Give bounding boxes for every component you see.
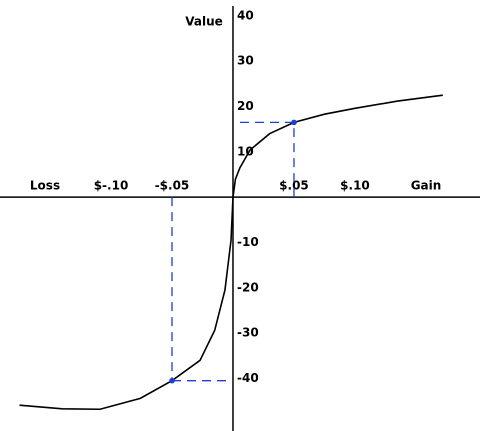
x-tick-label: $.10 bbox=[340, 179, 370, 193]
y-axis-label: Value bbox=[185, 15, 223, 29]
y-tick-label: 30 bbox=[237, 54, 254, 68]
value-curve bbox=[19, 94, 443, 411]
x-axis-label-left: Loss bbox=[30, 179, 60, 193]
y-tick-label: -40 bbox=[237, 371, 259, 385]
point bbox=[291, 119, 297, 126]
x-tick-label: -$.05 bbox=[155, 179, 190, 193]
y-tick-label: -10 bbox=[237, 235, 259, 249]
y-tick-label: -30 bbox=[237, 326, 259, 340]
x-axis-label-right: Gain bbox=[411, 179, 442, 193]
y-tick-label: 20 bbox=[237, 99, 254, 113]
x-tick-label: $.05 bbox=[279, 179, 309, 193]
y-tick-label: 40 bbox=[237, 8, 254, 22]
point bbox=[169, 377, 175, 384]
x-tick-label: $-.10 bbox=[94, 179, 129, 193]
y-tick-label: -20 bbox=[237, 280, 259, 294]
y-tick-label: 10 bbox=[237, 144, 254, 158]
